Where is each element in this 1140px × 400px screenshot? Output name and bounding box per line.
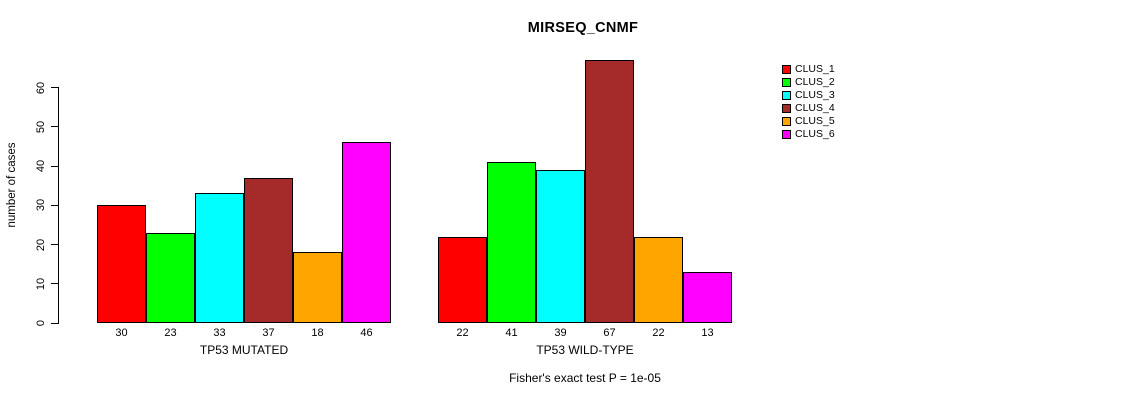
group-label: TP53 WILD-TYPE <box>536 343 634 357</box>
bar-clus_6 <box>683 272 732 323</box>
legend-item-clus_4: CLUS_4 <box>782 102 835 115</box>
legend-color-swatch <box>782 130 791 139</box>
fisher-test-note: Fisher's exact test P = 1e-05 <box>509 371 661 385</box>
y-axis-tick-label-text: 0 <box>35 319 47 327</box>
legend-color-swatch <box>782 91 791 100</box>
legend-item-label: CLUS_5 <box>795 115 835 127</box>
legend-color-swatch <box>782 65 791 74</box>
legend-item-clus_1: CLUS_1 <box>782 63 835 76</box>
legend-item-clus_2: CLUS_2 <box>782 76 835 89</box>
bar-value-label: 13 <box>701 327 714 339</box>
bar-value-label: 39 <box>554 327 567 339</box>
legend-item-label: CLUS_1 <box>795 63 835 75</box>
y-axis-line <box>58 87 59 324</box>
bar-value-label: 37 <box>262 327 275 339</box>
bar-clus_4 <box>244 178 293 323</box>
y-axis-tick-label-text: 60 <box>35 81 47 94</box>
bar-clus_3 <box>195 193 244 323</box>
bar-value-label: 22 <box>652 327 665 339</box>
legend-item-clus_6: CLUS_6 <box>782 128 835 141</box>
y-axis-tick <box>51 244 58 245</box>
bar-clus_1 <box>438 237 487 323</box>
bar-value-label: 18 <box>311 327 324 339</box>
y-axis-tick-label-text: 20 <box>35 238 47 251</box>
y-axis-tick <box>51 87 58 88</box>
bar-clus_6 <box>342 142 391 323</box>
legend-item-label: CLUS_2 <box>795 76 835 88</box>
y-axis-label-text: number of cases <box>6 142 18 228</box>
bar-clus_2 <box>487 162 536 323</box>
bar-clus_5 <box>293 252 342 323</box>
y-axis-tick-label-text: 50 <box>35 120 47 133</box>
bar-value-label: 46 <box>360 327 373 339</box>
legend-item-label: CLUS_4 <box>795 102 835 114</box>
bar-clus_1 <box>97 205 146 323</box>
bar-clus_4 <box>585 60 634 323</box>
y-axis-tick-label-text: 40 <box>35 159 47 173</box>
bar-value-label: 23 <box>164 327 177 339</box>
bar-value-label: 30 <box>115 327 128 339</box>
bar-clus_3 <box>536 170 585 323</box>
y-axis-tick <box>51 322 58 324</box>
legend-item-clus_3: CLUS_3 <box>782 89 835 102</box>
bar-value-label: 22 <box>456 327 469 339</box>
legend-color-swatch <box>782 78 791 87</box>
bar-clus_2 <box>146 233 195 323</box>
group-label: TP53 MUTATED <box>199 343 289 357</box>
chart-title: MIRSEQ_CNMF <box>527 20 639 36</box>
y-axis-tick <box>51 126 58 128</box>
y-axis-tick-label-text: 10 <box>35 277 47 290</box>
legend: CLUS_1 CLUS_2 CLUS_3 CLUS_4 CLUS_5 CLUS_6 <box>782 63 835 141</box>
legend-item-label: CLUS_6 <box>795 128 835 140</box>
legend-item-label: CLUS_3 <box>795 89 835 101</box>
y-axis-tick <box>51 283 58 285</box>
y-axis-tick <box>51 204 58 206</box>
legend-color-swatch <box>782 104 791 113</box>
bar-value-label: 67 <box>603 327 616 339</box>
bar-value-label: 33 <box>213 327 226 339</box>
legend-item-clus_5: CLUS_5 <box>782 115 835 128</box>
legend-color-swatch <box>782 117 791 126</box>
y-axis-tick <box>51 165 58 167</box>
bar-clus_5 <box>634 237 683 323</box>
y-axis-tick-label-text: 30 <box>35 199 47 212</box>
bar-value-label: 41 <box>505 327 518 339</box>
